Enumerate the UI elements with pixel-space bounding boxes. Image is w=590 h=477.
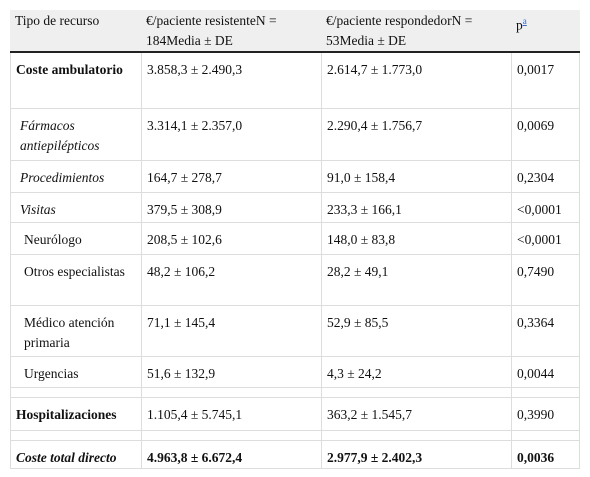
value-cell: 208,5 ± 102,6: [141, 221, 322, 255]
value-cell: 0,0069: [511, 107, 580, 161]
value-cell: 4.963,8 ± 6.672,4: [141, 439, 322, 469]
value-cell: 0,0017: [511, 51, 580, 109]
spacer-cell: [141, 386, 322, 398]
value-cell: 379,5 ± 308,9: [141, 191, 322, 223]
table-header: Tipo de recurso €/paciente resistenteN =…: [10, 10, 580, 53]
header-cell: €/paciente respondedorN = 53Media ± DE: [321, 10, 512, 53]
row-label: Fármacos antiepilépticos: [10, 107, 142, 161]
row-label: Hospitalizaciones: [10, 396, 142, 431]
table-row: Procedimientos 164,7 ± 278,7 91,0 ± 158,4 0…: [10, 159, 580, 193]
spacer-cell: [511, 429, 580, 441]
header-cell: €/paciente resistenteN = 184Media ± DE: [141, 10, 322, 53]
value-cell: 71,1 ± 145,4: [141, 304, 322, 357]
value-cell: 1.105,4 ± 5.745,1: [141, 396, 322, 431]
row-label: Procedimientos: [10, 159, 142, 193]
row-label: Médico atención primaria: [10, 304, 142, 357]
row-label: Urgencias: [10, 355, 142, 388]
table-row: Coste total directo 4.963,8 ± 6.672,4 2.97…: [10, 439, 580, 469]
value-cell: <0,0001: [511, 191, 580, 223]
value-cell: 148,0 ± 83,8: [321, 221, 512, 255]
value-cell: <0,0001: [511, 221, 580, 255]
header-cell: pa: [511, 10, 580, 53]
value-cell: 91,0 ± 158,4: [321, 159, 512, 193]
header-text: p: [516, 17, 523, 33]
value-cell: 52,9 ± 85,5: [321, 304, 512, 357]
spacer-cell: [321, 386, 512, 398]
table-row: Urgencias 51,6 ± 132,9 4,3 ± 24,2 0,0044: [10, 355, 580, 388]
spacer-row: [10, 429, 580, 441]
table-row: Otros especialistas 48,2 ± 106,2 28,2 ± 49…: [10, 253, 580, 306]
row-label: Otros especialistas: [10, 253, 142, 306]
value-cell: 2.290,4 ± 1.756,7: [321, 107, 512, 161]
header-cell: Tipo de recurso: [10, 10, 142, 53]
value-cell: 2.614,7 ± 1.773,0: [321, 51, 512, 109]
value-cell: 4,3 ± 24,2: [321, 355, 512, 388]
table-row: Neurólogo 208,5 ± 102,6 148,0 ± 83,8 <0,000…: [10, 221, 580, 255]
spacer-cell: [141, 429, 322, 441]
row-label: Visitas: [10, 191, 142, 223]
value-cell: 51,6 ± 132,9: [141, 355, 322, 388]
value-cell: 0,0036: [511, 439, 580, 469]
value-cell: 363,2 ± 1.545,7: [321, 396, 512, 431]
spacer-cell: [10, 429, 142, 441]
value-cell: 2.977,9 ± 2.402,3: [321, 439, 512, 469]
spacer-cell: [321, 429, 512, 441]
value-cell: 164,7 ± 278,7: [141, 159, 322, 193]
table-row: Visitas 379,5 ± 308,9 233,3 ± 166,1 <0,0001: [10, 191, 580, 223]
value-cell: 3.858,3 ± 2.490,3: [141, 51, 322, 109]
row-label: Coste ambulatorio: [10, 51, 142, 109]
table-body: Coste ambulatorio 3.858,3 ± 2.490,3 2.614,…: [10, 51, 580, 469]
row-label: Coste total directo: [10, 439, 142, 469]
spacer-row: [10, 386, 580, 398]
table-row: Hospitalizaciones 1.105,4 ± 5.745,1 363,2 …: [10, 396, 580, 431]
value-cell: 0,3990: [511, 396, 580, 431]
value-cell: 48,2 ± 106,2: [141, 253, 322, 306]
table-row: Médico atención primaria 71,1 ± 145,4 52,9…: [10, 304, 580, 357]
spacer-cell: [511, 386, 580, 398]
value-cell: 0,2304: [511, 159, 580, 193]
footnote-link[interactable]: a: [522, 16, 527, 26]
spacer-cell: [10, 386, 142, 398]
value-cell: 0,7490: [511, 253, 580, 306]
table-row: Coste ambulatorio 3.858,3 ± 2.490,3 2.614,…: [10, 51, 580, 109]
value-cell: 233,3 ± 166,1: [321, 191, 512, 223]
value-cell: 28,2 ± 49,1: [321, 253, 512, 306]
value-cell: 3.314,1 ± 2.357,0: [141, 107, 322, 161]
cost-table: Tipo de recurso €/paciente resistenteN =…: [10, 10, 580, 469]
row-label: Neurólogo: [10, 221, 142, 255]
table-row: Fármacos antiepilépticos 3.314,1 ± 2.357,…: [10, 107, 580, 161]
value-cell: 0,0044: [511, 355, 580, 388]
value-cell: 0,3364: [511, 304, 580, 357]
